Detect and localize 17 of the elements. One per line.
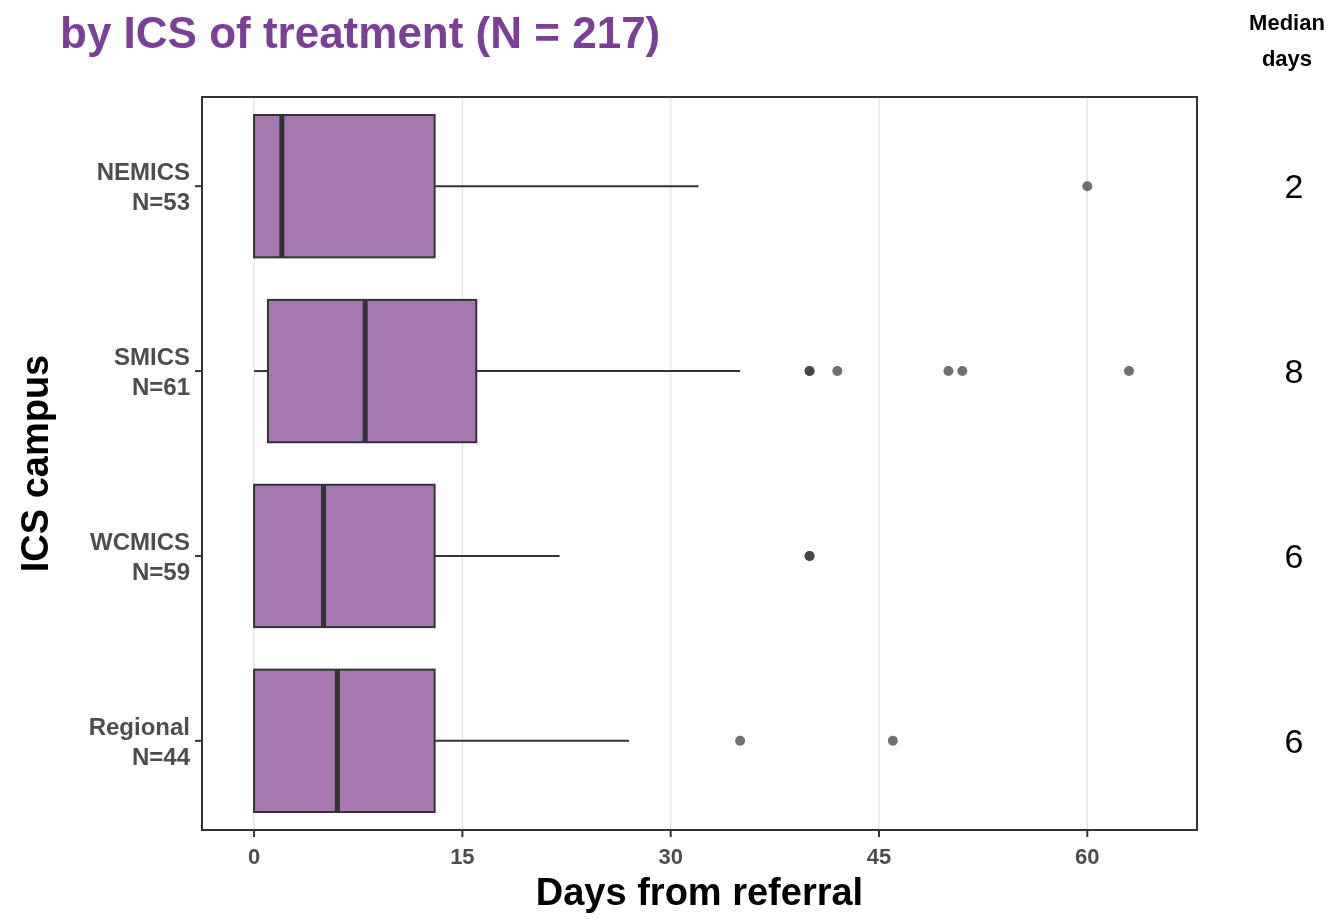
chart-title: by ICS of treatment (N = 217) [60,8,661,57]
x-tick-label: 60 [1075,844,1100,869]
x-tick-label: 15 [450,844,475,869]
x-tick-label: 0 [247,844,261,869]
text: 2 [1284,167,1304,206]
y-tick-label: NEMICS N=53 [96,158,190,216]
text: Median days [1249,10,1325,71]
text: 8 [1284,352,1304,391]
text: 6 [1284,536,1304,575]
x-axis-title: Days from referral [535,871,864,913]
x-tick-label: 30 [658,844,683,869]
y-tick-label: WCMICS N=59 [90,527,190,585]
y-axis-title: ICS campus [14,354,56,573]
text: 6 [1284,721,1304,760]
x-tick-label: 45 [866,844,892,869]
y-tick-label: SMICS N=61 [113,343,190,401]
y-tick-label: Regional N=44 [88,712,191,770]
